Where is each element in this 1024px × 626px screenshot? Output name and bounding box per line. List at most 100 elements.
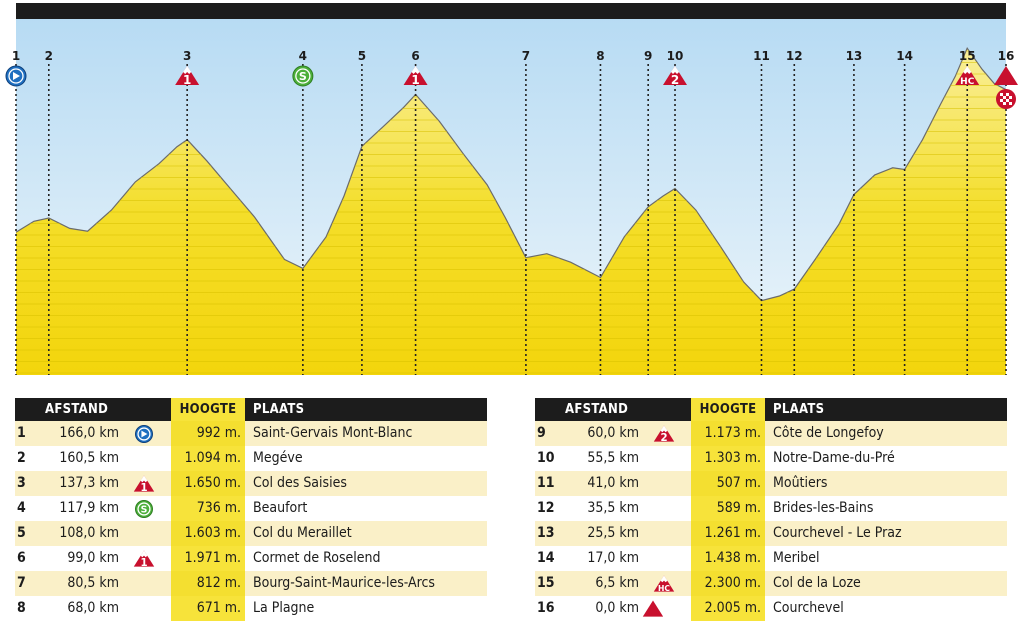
altitude-cell-bg — [691, 421, 765, 446]
altitude-cell-bg — [691, 571, 765, 596]
distance-value: 35,5 km — [587, 500, 639, 516]
waypoint-marker: 15 HC — [955, 49, 980, 375]
svg-text:1: 1 — [140, 483, 147, 494]
header-altitude: HOOGTE — [691, 398, 765, 421]
place-name: Courchevel — [773, 600, 844, 616]
altitude-cell-bg — [171, 471, 245, 496]
altitude-cell-bg — [691, 596, 765, 621]
waypoint-number: 13 — [846, 49, 863, 63]
altitude-value: 1.603 m. — [184, 525, 241, 541]
waypoint-marker: 4S — [292, 49, 314, 375]
cat2-icon — [663, 66, 688, 85]
waypoint-number: 15 — [959, 49, 976, 63]
table-header: AFSTAND HOOGTE PLAATS — [15, 398, 487, 421]
waypoint-number: 3 — [17, 475, 26, 491]
svg-text:1: 1 — [140, 558, 147, 569]
altitude-cell-bg — [171, 596, 245, 621]
altitude-cell-bg — [691, 471, 765, 496]
hc-icon — [653, 575, 675, 592]
altitude-value: 1.650 m. — [184, 475, 241, 491]
waypoint-number: 13 — [537, 525, 555, 541]
distance-value: 41,0 km — [587, 475, 639, 491]
cat1-icon: 1 — [133, 550, 155, 569]
header-distance: AFSTAND — [45, 402, 109, 417]
altitude-value: 1.438 m. — [704, 550, 761, 566]
place-name: Brides-les-Bains — [773, 500, 874, 516]
waypoint-marker: 61 — [403, 49, 428, 375]
altitude-value: 1.094 m. — [184, 450, 241, 466]
place-name: Cormet de Roselend — [253, 550, 381, 566]
distance-value: 25,5 km — [587, 525, 639, 541]
waypoint-number: 3 — [183, 49, 191, 63]
cat2-icon — [653, 425, 675, 442]
waypoint-marker: 1 — [5, 49, 27, 375]
summit-finish-icon — [994, 66, 1018, 85]
altitude-value: 812 m. — [196, 575, 241, 591]
distance-value: 60,0 km — [587, 425, 639, 441]
distance-value: 108,0 km — [59, 525, 119, 541]
waypoint-table-right: AFSTAND HOOGTE PLAATS 9 60,0 km 1.173 m.… — [535, 398, 1007, 621]
table-row: 8 68,0 km 671 m. La Plagne — [15, 596, 487, 621]
cat1-icon: 1 — [133, 475, 155, 494]
waypoint-marker: 31 — [175, 49, 200, 375]
altitude-cell-bg — [171, 421, 245, 446]
profile-header-bar — [16, 3, 1006, 19]
svg-text:S: S — [299, 70, 307, 83]
hc-icon — [955, 66, 980, 85]
place-name: Saint-Gervais Mont-Blanc — [253, 425, 413, 441]
waypoint-marker: 14 — [896, 49, 913, 375]
altitude-cell-bg — [171, 446, 245, 471]
table-row: 14 17,0 km 1.438 m. Meribel — [535, 546, 1007, 571]
altitude-value: 1.261 m. — [704, 525, 761, 541]
waypoint-number: 15 — [537, 575, 555, 591]
header-place: PLAATS — [253, 402, 305, 417]
waypoint-number: 1 — [17, 425, 26, 441]
waypoint-number: 16 — [537, 600, 555, 616]
table-row: 11 41,0 km 507 m. Moûtiers — [535, 471, 1007, 496]
cat1-icon — [403, 66, 428, 85]
start-icon — [135, 425, 153, 443]
altitude-value: 589 m. — [716, 500, 761, 516]
waypoint-number: 6 — [411, 49, 419, 63]
altitude-value: 2.300 m. — [704, 575, 761, 591]
cat2-icon: 2 — [653, 425, 675, 444]
elevation-area — [16, 48, 1006, 375]
waypoint-marker: 5 — [358, 49, 366, 375]
sprint-icon: S — [135, 500, 153, 518]
waypoint-marker: 13 — [846, 49, 863, 375]
waypoint-number: 12 — [537, 500, 555, 516]
table-row: 1 166,0 km 992 m. Saint-Gervais Mont-Bla… — [15, 421, 487, 446]
waypoint-number: 7 — [17, 575, 26, 591]
waypoint-marker: 9 — [644, 49, 652, 375]
waypoint-marker: 16 — [994, 49, 1018, 375]
waypoint-number: 1 — [12, 49, 20, 63]
waypoint-number: 9 — [644, 49, 652, 63]
waypoint-number: 5 — [358, 49, 366, 63]
waypoint-marker: 2 — [45, 49, 53, 375]
header-altitude: HOOGTE — [171, 398, 245, 421]
waypoint-number: 14 — [537, 550, 555, 566]
altitude-value: 1.173 m. — [704, 425, 761, 441]
waypoint-number: 2 — [45, 49, 53, 63]
altitude-cell-bg — [171, 496, 245, 521]
altitude-cell-bg — [691, 546, 765, 571]
hc-icon: HC — [653, 575, 675, 593]
altitude-value: 1.971 m. — [184, 550, 241, 566]
waypoint-number: 9 — [537, 425, 546, 441]
distance-value: 17,0 km — [587, 550, 639, 566]
svg-text:1: 1 — [411, 73, 419, 87]
svg-text:2: 2 — [671, 73, 679, 87]
distance-value: 137,3 km — [59, 475, 119, 491]
table-row: 9 60,0 km 1.173 m. Côte de Longefoy 2 — [535, 421, 1007, 446]
altitude-cell-bg — [171, 571, 245, 596]
place-name: Moûtiers — [773, 475, 828, 491]
waypoint-table-left: AFSTAND HOOGTE PLAATS 1 166,0 km 992 m. … — [15, 398, 487, 621]
place-name: Meribel — [773, 550, 820, 566]
waypoint-number: 14 — [896, 49, 913, 63]
place-name: Côte de Longefoy — [773, 425, 884, 441]
waypoint-marker: 12 — [786, 49, 803, 375]
distance-value: 55,5 km — [587, 450, 639, 466]
place-name: Megéve — [253, 450, 303, 466]
place-name: Bourg-Saint-Maurice-les-Arcs — [253, 575, 435, 591]
cat1-icon — [133, 475, 155, 492]
